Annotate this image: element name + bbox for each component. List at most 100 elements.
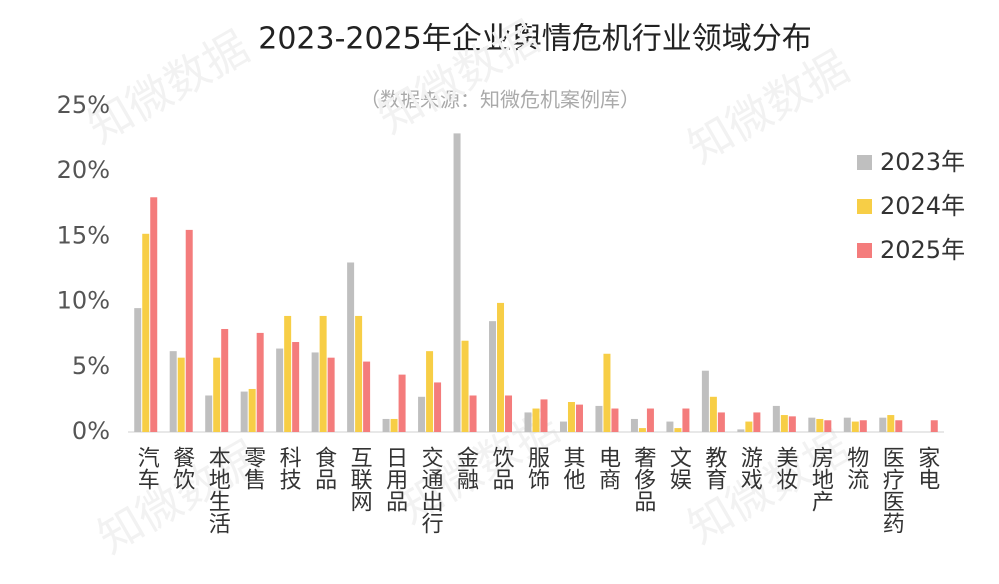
watermark: 知微数据 — [80, 22, 258, 154]
x-tick-label: 教育 — [701, 446, 727, 490]
y-tick-label: 15% — [57, 221, 110, 249]
bar — [248, 388, 256, 432]
bar — [603, 353, 611, 432]
legend-label: 2024年 — [880, 192, 965, 220]
x-tick-label: 汽车 — [134, 446, 160, 490]
x-tick-label: 奢侈品 — [630, 446, 656, 512]
bar — [816, 418, 824, 432]
bar — [292, 342, 300, 432]
bar — [638, 428, 646, 432]
bar — [169, 351, 177, 432]
x-tick-label: 食品 — [311, 446, 337, 490]
bar — [753, 412, 761, 432]
x-tick-label: 医疗医药 — [879, 446, 905, 534]
bar — [559, 421, 567, 432]
bar — [737, 429, 745, 432]
bar — [134, 308, 142, 432]
bar — [843, 417, 851, 432]
legend-swatch — [857, 199, 872, 214]
x-tick-label: 家电 — [914, 446, 939, 490]
bar — [418, 396, 426, 432]
x-tick-label: 游戏 — [737, 446, 763, 491]
bar — [745, 421, 753, 432]
bar — [390, 418, 398, 432]
legend-label: 2025年 — [880, 236, 965, 264]
bar — [221, 328, 229, 432]
x-tick-label: 房地产 — [808, 446, 834, 512]
bar — [666, 421, 674, 432]
bar — [780, 415, 788, 432]
legend-swatch — [857, 243, 872, 258]
bar — [524, 412, 532, 432]
bar — [284, 315, 292, 432]
bar — [434, 382, 442, 432]
y-tick-label: 10% — [57, 287, 110, 315]
bar — [311, 352, 319, 432]
legend-label: 2023年 — [880, 148, 965, 176]
bar — [646, 408, 654, 432]
bar — [453, 133, 461, 432]
bar — [505, 395, 513, 432]
bar — [540, 399, 548, 432]
x-tick-label: 饮品 — [489, 446, 515, 490]
bar — [256, 332, 264, 432]
bar — [398, 374, 406, 432]
bar — [382, 418, 390, 432]
bar — [701, 370, 709, 432]
x-tick-label: 零售 — [240, 446, 266, 490]
bar — [150, 197, 158, 432]
x-tick-label: 美妆 — [772, 446, 798, 490]
bar — [851, 421, 859, 432]
bar — [930, 420, 938, 432]
bar — [185, 229, 193, 432]
bar — [426, 351, 434, 432]
x-tick-label: 科技 — [276, 446, 302, 490]
bar — [177, 357, 185, 432]
x-tick-label: 电商 — [595, 446, 620, 490]
chart-title: 2023-2025年企业舆情危机行业领域分布 — [258, 22, 812, 57]
bar — [788, 416, 796, 432]
bar — [497, 302, 505, 432]
bar — [469, 395, 477, 432]
bar — [879, 417, 887, 432]
bar — [327, 357, 335, 432]
chart-subtitle: （数据来源：知微危机案例库） — [360, 88, 640, 112]
bar — [630, 418, 638, 432]
x-tick-label: 交通出行 — [418, 446, 444, 534]
y-tick-label: 25% — [57, 91, 110, 119]
bar — [567, 402, 575, 432]
y-tick-label: 20% — [57, 156, 110, 184]
x-tick-label: 物流 — [843, 446, 869, 490]
bar — [213, 357, 221, 432]
bar — [532, 408, 540, 432]
watermark: 知微数据 — [680, 42, 858, 174]
bar — [575, 404, 583, 432]
bar — [240, 391, 248, 432]
bar — [205, 395, 213, 432]
bar — [319, 315, 327, 432]
x-tick-label: 餐饮 — [169, 446, 195, 490]
x-tick-label: 本地生活 — [205, 446, 231, 534]
y-tick-label: 5% — [72, 352, 110, 380]
bar — [595, 405, 603, 432]
bar — [461, 340, 469, 432]
legend-swatch — [857, 155, 872, 170]
bar — [142, 233, 150, 432]
bar — [887, 415, 895, 432]
x-tick-label: 金融 — [453, 446, 479, 490]
bar — [895, 420, 903, 432]
x-tick-label: 日用品 — [382, 446, 408, 512]
x-tick-label: 文娱 — [666, 446, 692, 490]
bar — [363, 361, 371, 432]
bar — [772, 405, 780, 432]
bar — [824, 420, 832, 432]
x-tick-label: 服饰 — [524, 446, 550, 490]
bar — [355, 315, 363, 432]
bar — [682, 408, 690, 432]
bar — [276, 348, 284, 432]
bar — [489, 321, 497, 432]
x-tick-label: 其他 — [559, 446, 585, 490]
bar — [808, 417, 816, 432]
bar — [859, 420, 867, 432]
